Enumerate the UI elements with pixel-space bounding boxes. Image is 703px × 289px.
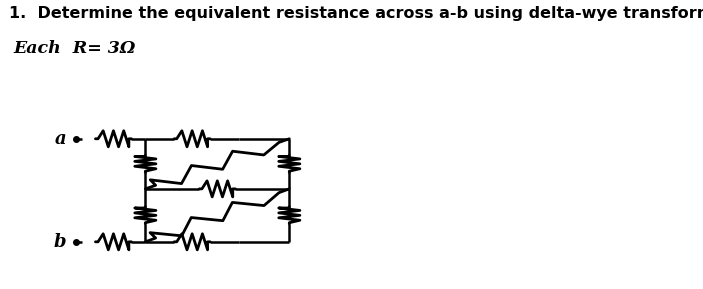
Text: a: a (55, 130, 66, 148)
Text: Each  R= 3Ω: Each R= 3Ω (13, 40, 136, 57)
Text: 1.  Determine the equivalent resistance across a-b using delta-wye transformatio: 1. Determine the equivalent resistance a… (8, 6, 703, 21)
Text: b: b (53, 233, 66, 251)
